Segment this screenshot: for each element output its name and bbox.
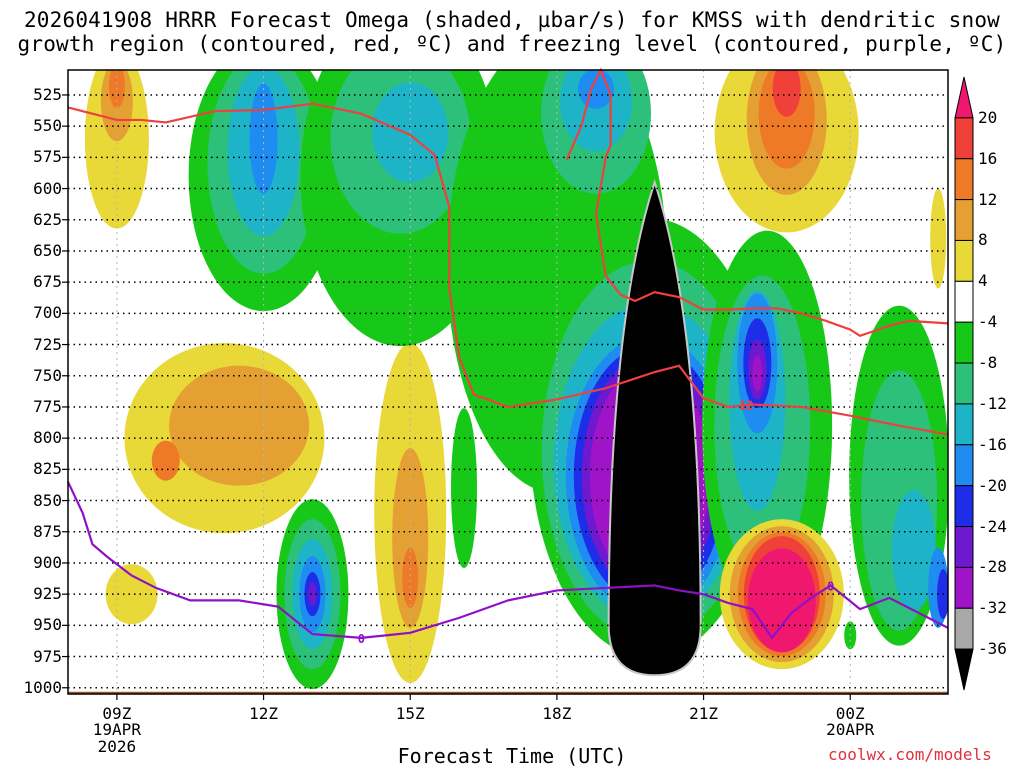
x-tick-label-15: 15Z: [395, 704, 425, 723]
omega-contour-46: [752, 355, 763, 392]
colorbar-bin-12: [954, 566, 974, 609]
plot-frame: [67, 69, 949, 695]
y-tick-label-1000: 1000: [23, 677, 62, 697]
y-tick-label-925: 925: [33, 584, 62, 604]
omega-contour-49: [891, 490, 936, 611]
colorbar-label-9: -20: [978, 475, 1007, 495]
colorbar-bin-9: [954, 444, 974, 487]
colorbar-label-2: 12: [978, 189, 998, 209]
y-tick-label-825: 825: [33, 459, 62, 479]
omega-contour-6: [105, 564, 158, 625]
colorbar-label-12: -32: [978, 598, 1007, 618]
omega-contour-21: [372, 82, 449, 183]
x-year-label-9: 2026: [97, 737, 137, 756]
y-tick-label-950: 950: [33, 615, 62, 635]
omega-core-min: [607, 179, 702, 677]
y-tick-label-650: 650: [33, 240, 62, 260]
colorbar-label-13: -36: [978, 639, 1007, 659]
x-tick-label-9: 09Z: [102, 704, 132, 723]
colorbar-label-1: 16: [978, 148, 998, 168]
colorbar-bin-0: [954, 76, 974, 119]
y-tick-label-675: 675: [33, 272, 62, 292]
x-tick-label-12: 12Z: [249, 704, 278, 723]
x-axis-label: Forecast Time (UTC): [397, 744, 627, 768]
y-tick-label-850: 850: [33, 490, 62, 510]
colorbar-bin-8: [954, 403, 974, 446]
x-tick-label-18: 18Z: [542, 704, 572, 723]
y-tick-label-900: 900: [33, 552, 62, 572]
freezing-level-line: [67, 481, 949, 640]
omega-shading: [84, 70, 948, 690]
dgz-isotherm-lower: [565, 67, 949, 338]
colorbar-bin-1: [954, 117, 974, 160]
colorbar-label-0: 20: [978, 107, 998, 127]
chart-title-line-1: 2026041908 HRRR Forecast Omega (shaded, …: [23, 8, 1001, 32]
colorbar-bin-14: [954, 648, 974, 691]
source-credit[interactable]: coolwx.com/models: [828, 745, 992, 764]
colorbar-label-8: -16: [978, 434, 1007, 454]
omega-contour-9: [402, 547, 419, 608]
y-tick-label-875: 875: [33, 521, 62, 541]
colorbar-bin-3: [954, 199, 974, 241]
freezing-label-1: 0: [358, 632, 365, 646]
x-tick-label-24: 00Z: [835, 704, 865, 723]
x-date-label-9: 19APR: [92, 720, 141, 739]
colorbar-bin-4: [954, 239, 974, 282]
colorbar-bin-10: [954, 485, 974, 528]
colorbar-label-5: -4: [978, 312, 998, 332]
y-tick-label-550: 550: [33, 116, 62, 136]
colorbar-label-3: 8: [978, 230, 988, 250]
chart-title-line-2: growth region (contoured, red, ºC) and f…: [17, 32, 1007, 56]
ground-strip: [68, 691, 948, 694]
omega-contour-4: [169, 365, 310, 486]
omega-contour-5: [151, 440, 180, 481]
y-tick-label-525: 525: [33, 84, 62, 104]
omega-contour-24: [560, 70, 632, 152]
y-tick-label-575: 575: [33, 147, 62, 167]
omega-contour-13: [772, 70, 801, 117]
colorbar-bin-7: [954, 362, 974, 405]
omega-contour-14: [930, 188, 947, 289]
omega-contour-57: [747, 548, 816, 653]
dgz-label: -12: [732, 398, 754, 412]
colorbar-label-7: -12: [978, 393, 1007, 413]
x-date-label-24: 20APR: [826, 720, 875, 739]
colorbar-label-10: -24: [978, 516, 1007, 536]
y-tick-label-775: 775: [33, 396, 62, 416]
omega-contour-33: [451, 408, 477, 569]
y-tick-label-800: 800: [33, 428, 62, 448]
colorbar-bin-5: [954, 280, 974, 323]
colorbar-label-6: -8: [978, 353, 998, 373]
omega-contour-39: [308, 582, 317, 607]
y-tick-label-725: 725: [33, 334, 62, 354]
freezing-label-2: 0: [827, 579, 834, 593]
y-tick-label-700: 700: [33, 303, 62, 323]
colorbar-label-11: -28: [978, 557, 1007, 577]
y-tick-label-625: 625: [33, 209, 62, 229]
colorbar-bin-6: [954, 321, 974, 364]
colorbar-bin-11: [954, 526, 974, 568]
dgz-isotherm-upper: [67, 102, 949, 436]
y-tick-label-600: 600: [33, 178, 62, 198]
x-tick-label-21: 21Z: [689, 704, 718, 723]
colorbar-bin-2: [954, 158, 974, 201]
colorbar-label-4: 4: [978, 271, 988, 291]
y-tick-label-975: 975: [33, 646, 62, 666]
colorbar-bin-13: [954, 607, 974, 650]
y-tick-label-750: 750: [33, 365, 62, 385]
